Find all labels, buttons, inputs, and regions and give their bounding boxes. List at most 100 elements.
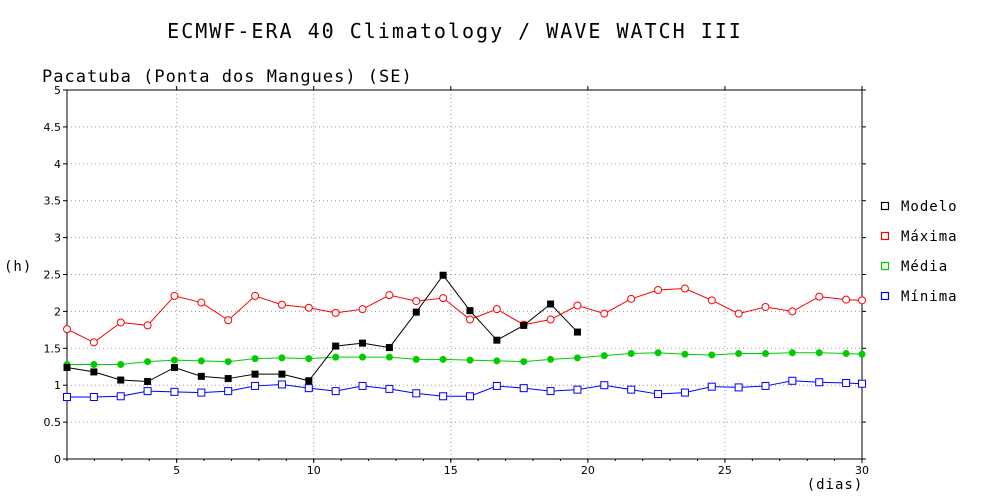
data-point-modelo [493,336,501,344]
data-point-minima [277,380,286,389]
data-point-minima [519,384,528,393]
data-point-maxima [573,301,582,310]
data-point-modelo [197,372,205,380]
data-point-media [251,355,259,363]
data-point-maxima [412,297,421,306]
data-point-media [493,357,501,365]
data-point-modelo [466,307,474,315]
data-point-minima [251,381,260,390]
data-point-media [788,349,796,357]
data-point-media [412,355,420,363]
data-point-maxima [304,303,313,312]
data-point-maxima [600,309,609,318]
data-point-media [547,355,555,363]
data-point-media [654,349,662,357]
data-point-media [600,352,608,360]
y-tick-label: 1.5 [44,342,62,355]
data-point-maxima [680,284,689,293]
data-point-maxima [385,291,394,300]
data-point-media [573,354,581,362]
data-point-minima [331,387,340,396]
data-point-minima [143,387,152,396]
data-point-maxima [277,300,286,309]
data-point-media [224,358,232,366]
data-point-media [466,356,474,364]
data-point-minima [627,385,636,394]
data-point-maxima [492,305,501,314]
data-point-media [735,349,743,357]
x-tick-label: 10 [307,464,321,477]
legend-label-maxima: Máxima [901,229,958,245]
data-point-modelo [520,321,528,329]
data-point-minima [858,379,866,388]
data-point-modelo [90,368,98,376]
data-point-media [762,349,770,357]
y-tick-label: 3.5 [44,195,62,208]
data-point-minima [358,381,367,390]
data-point-media [90,361,98,369]
data-point-maxima [654,285,663,294]
data-point-minima [170,387,179,396]
data-point-media [439,355,447,363]
data-point-media [520,358,528,366]
data-point-maxima [197,298,206,307]
y-tick-label: 3 [54,232,61,245]
data-point-media [197,357,205,365]
data-point-media [359,353,367,361]
axis-ticks: 0 0.5 1 1.5 2 2.5 3 3.5 4 4.5 5 5 10 15 20 25 30 [44,84,870,477]
x-tick-label: 5 [173,464,180,477]
data-point-media [681,350,689,358]
data-point-minima [815,378,824,387]
x-tick-label: 25 [718,464,732,477]
data-point-minima [492,381,501,390]
data-point-media [708,351,716,359]
y-tick-label: 5 [54,84,61,97]
y-tick-label: 0 [54,453,61,466]
data-point-minima [304,384,313,393]
legend-label-modelo: Modelo [901,199,958,215]
data-point-modelo [63,363,71,371]
data-point-modelo [170,363,178,371]
data-point-minima [89,393,98,402]
legend-label-media: Média [901,259,948,275]
data-point-media [385,353,393,361]
data-point-maxima [331,308,340,317]
legend-swatch-modelo [880,201,890,211]
data-point-modelo [439,271,447,279]
y-axis-label: (h) [4,259,32,275]
legend-swatch-maxima [880,231,890,241]
data-point-minima [465,392,474,401]
series-line-minima [67,380,863,398]
data-point-minima [761,381,770,390]
y-tick-label: 4.5 [44,121,62,134]
data-point-minima [412,389,421,398]
data-point-media [278,354,286,362]
data-point-minima [842,378,851,387]
data-point-minima [600,381,609,390]
y-tick-label: 0.5 [44,416,62,429]
y-tick-label: 4 [54,158,61,171]
x-axis-label: (dias) [807,477,864,493]
data-point-modelo [144,378,152,386]
data-point-minima [116,392,125,401]
data-point-media [144,358,152,366]
series-layer [63,271,866,402]
data-point-modelo [573,328,581,336]
data-point-maxima [465,315,474,324]
data-point-modelo [412,308,420,316]
data-point-modelo [278,370,286,378]
data-point-media [858,350,866,358]
data-point-minima [546,387,555,396]
data-point-maxima [815,292,824,301]
data-point-maxima [116,318,125,327]
chart-subtitle: Pacatuba (Ponta dos Mangues) (SE) [42,67,413,87]
series-line-media [67,352,863,366]
data-point-media [842,349,850,357]
data-point-minima [573,385,582,394]
data-point-minima [788,376,797,385]
data-point-maxima [858,296,866,305]
data-point-modelo [332,342,340,350]
data-point-maxima [761,302,770,311]
x-tick-label: 30 [855,464,869,477]
data-point-media [170,356,178,364]
